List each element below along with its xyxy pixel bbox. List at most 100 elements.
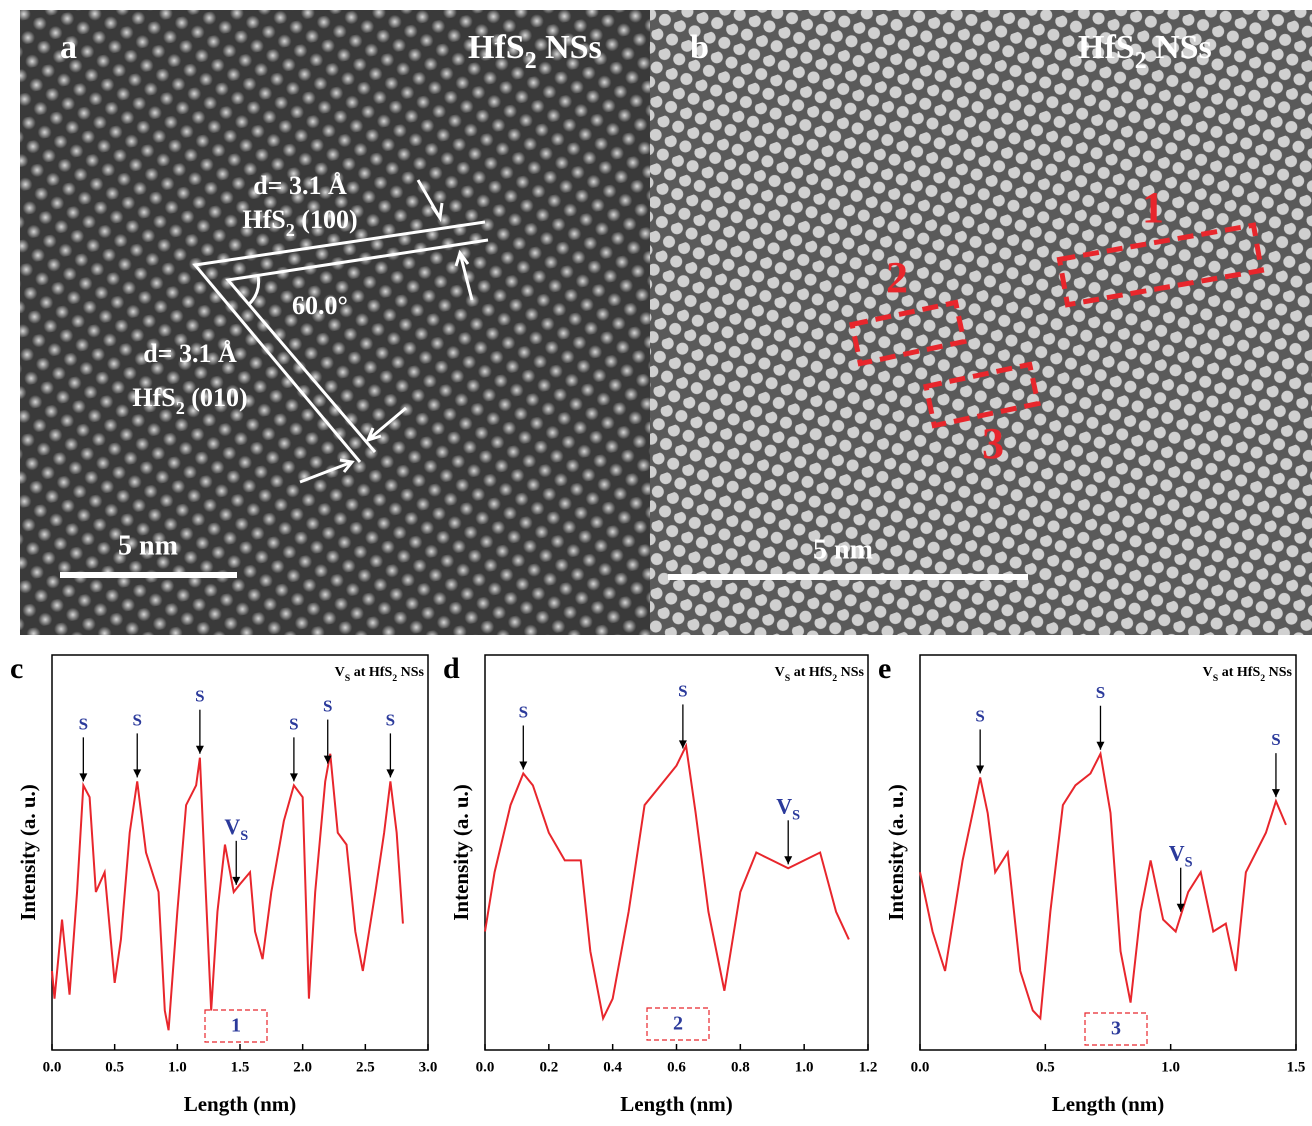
lattice-lines <box>192 179 489 484</box>
d-spacing: d= 3.1 Å <box>143 339 237 368</box>
arrow-head <box>678 740 687 749</box>
text-part: S <box>195 687 204 706</box>
x-axis-label: Length (nm) <box>184 1092 297 1116</box>
d-spacing: d= 3.1 Å <box>253 171 347 200</box>
scale-bar <box>60 572 237 578</box>
arrow-head <box>232 876 241 885</box>
text-part: S <box>785 673 791 684</box>
x-tick-label: 0.5 <box>1036 1059 1055 1075</box>
box-label: 3 <box>1111 1018 1121 1040</box>
panel-letter: e <box>878 652 891 685</box>
x-axis-label: Length (nm) <box>620 1092 733 1116</box>
dashed-boxes <box>849 222 1265 429</box>
y-axis-label: Intensity (a. u.) <box>884 784 908 921</box>
x-tick-label: 1.2 <box>859 1059 878 1075</box>
box-frame <box>1084 1012 1148 1046</box>
scale-label: 5 nm <box>118 530 178 561</box>
text-part: S <box>519 702 528 721</box>
text-part: NSs <box>1147 29 1212 66</box>
text-part: S <box>1271 730 1280 749</box>
text-part: V <box>224 814 240 839</box>
panel-letter: b <box>690 29 709 66</box>
annotation-label: S <box>79 714 88 733</box>
annotation-label: S <box>289 714 298 733</box>
x-tick-label: 1.0 <box>168 1059 187 1075</box>
x-tick-label: 1.0 <box>795 1059 814 1075</box>
x-tick-label: 0.0 <box>911 1059 930 1075</box>
arrow-head <box>386 769 395 778</box>
text-part: V <box>775 665 785 680</box>
annotation-label: S <box>975 706 984 725</box>
plot-frame <box>484 654 869 1051</box>
arrow-head <box>289 773 298 782</box>
panel-a: a HfS2 NSs d= 3.1 Å HfS2 (100) 60.0° d= … <box>20 10 650 635</box>
box-label: 2 <box>886 253 908 302</box>
arrow-head <box>323 755 332 764</box>
chart-note: VS at HfS2 NSs <box>1203 665 1293 684</box>
text-part: at HfS <box>790 665 832 680</box>
x-tick-label: 0.6 <box>667 1059 686 1075</box>
arrow-head <box>1096 741 1105 750</box>
text-part: (100) <box>295 205 358 234</box>
text-part: NSs <box>537 29 602 66</box>
profile-line <box>51 753 404 1031</box>
text-part: S <box>975 706 984 725</box>
arrow-head <box>79 773 88 782</box>
x-tick-label: 0.2 <box>539 1059 558 1075</box>
arrow-head <box>1176 903 1185 912</box>
profile-line <box>484 742 850 1022</box>
annotation-label: S <box>132 710 141 729</box>
text-part: S <box>240 828 248 844</box>
text-part: S <box>323 696 332 715</box>
text-part: NSs <box>397 665 424 680</box>
y-axis-label: Intensity (a. u.) <box>16 784 40 921</box>
x-tick-label: 2.5 <box>356 1059 375 1075</box>
annotation-label: S <box>519 702 528 721</box>
box-label: 1 <box>1142 183 1164 232</box>
annotation-label: S <box>323 696 332 715</box>
tem-image <box>20 10 650 635</box>
text-part: S <box>132 710 141 729</box>
annotation-label: VS <box>224 814 248 844</box>
text-part: V <box>1203 665 1213 680</box>
plane-label: HfS2 (100) <box>242 205 357 240</box>
text-part: S <box>79 714 88 733</box>
annotation-label: S <box>1096 683 1105 702</box>
text-part: NSs <box>837 665 864 680</box>
annotation-label: S <box>195 687 204 706</box>
tem-image <box>650 10 1312 635</box>
panel-title: HfS2 NSs <box>468 29 602 75</box>
x-axis-label: Length (nm) <box>1052 1092 1165 1116</box>
text-part: 2 <box>1135 48 1147 74</box>
text-part: V <box>1169 841 1185 866</box>
text-part: NSs <box>1265 665 1292 680</box>
chart: 0.0 0.5 1.0 1.5 Length (nm) Intensity (a. u.)… <box>878 652 1305 1116</box>
text-part: 2 <box>832 673 837 684</box>
box-label: 2 <box>673 1013 683 1035</box>
scale-label: 5 nm <box>813 534 873 565</box>
arrow-head <box>784 856 793 865</box>
y-axis-label: Intensity (a. u.) <box>449 784 473 921</box>
x-tick-label: 0.8 <box>731 1059 750 1075</box>
text-part: S <box>1213 673 1219 684</box>
panel-letter: c <box>10 652 23 685</box>
panel-letter: d <box>443 652 460 685</box>
text-part: V <box>335 665 345 680</box>
scale-bar <box>668 574 1028 580</box>
panel-letter: a <box>60 29 77 66</box>
x-tick-label: 0.0 <box>43 1059 62 1075</box>
plot-frame <box>919 654 1297 1051</box>
text-part: S <box>345 673 351 684</box>
plane-label: HfS2 (010) <box>132 383 247 418</box>
arrow-head <box>519 761 528 770</box>
chart: 0.0 0.5 1.0 1.5 2.0 2.5 3.0 Length (nm) Intensit… <box>10 652 437 1116</box>
box-frame <box>204 1009 268 1043</box>
text-part: S <box>386 710 395 729</box>
text-part: HfS <box>468 29 525 66</box>
text-part: HfS <box>1078 29 1135 66</box>
arrow-head <box>976 765 985 774</box>
text-part: S <box>289 714 298 733</box>
text-part: 2 <box>525 48 537 74</box>
annotation-label: S <box>386 710 395 729</box>
annotation-label: S <box>678 681 687 700</box>
